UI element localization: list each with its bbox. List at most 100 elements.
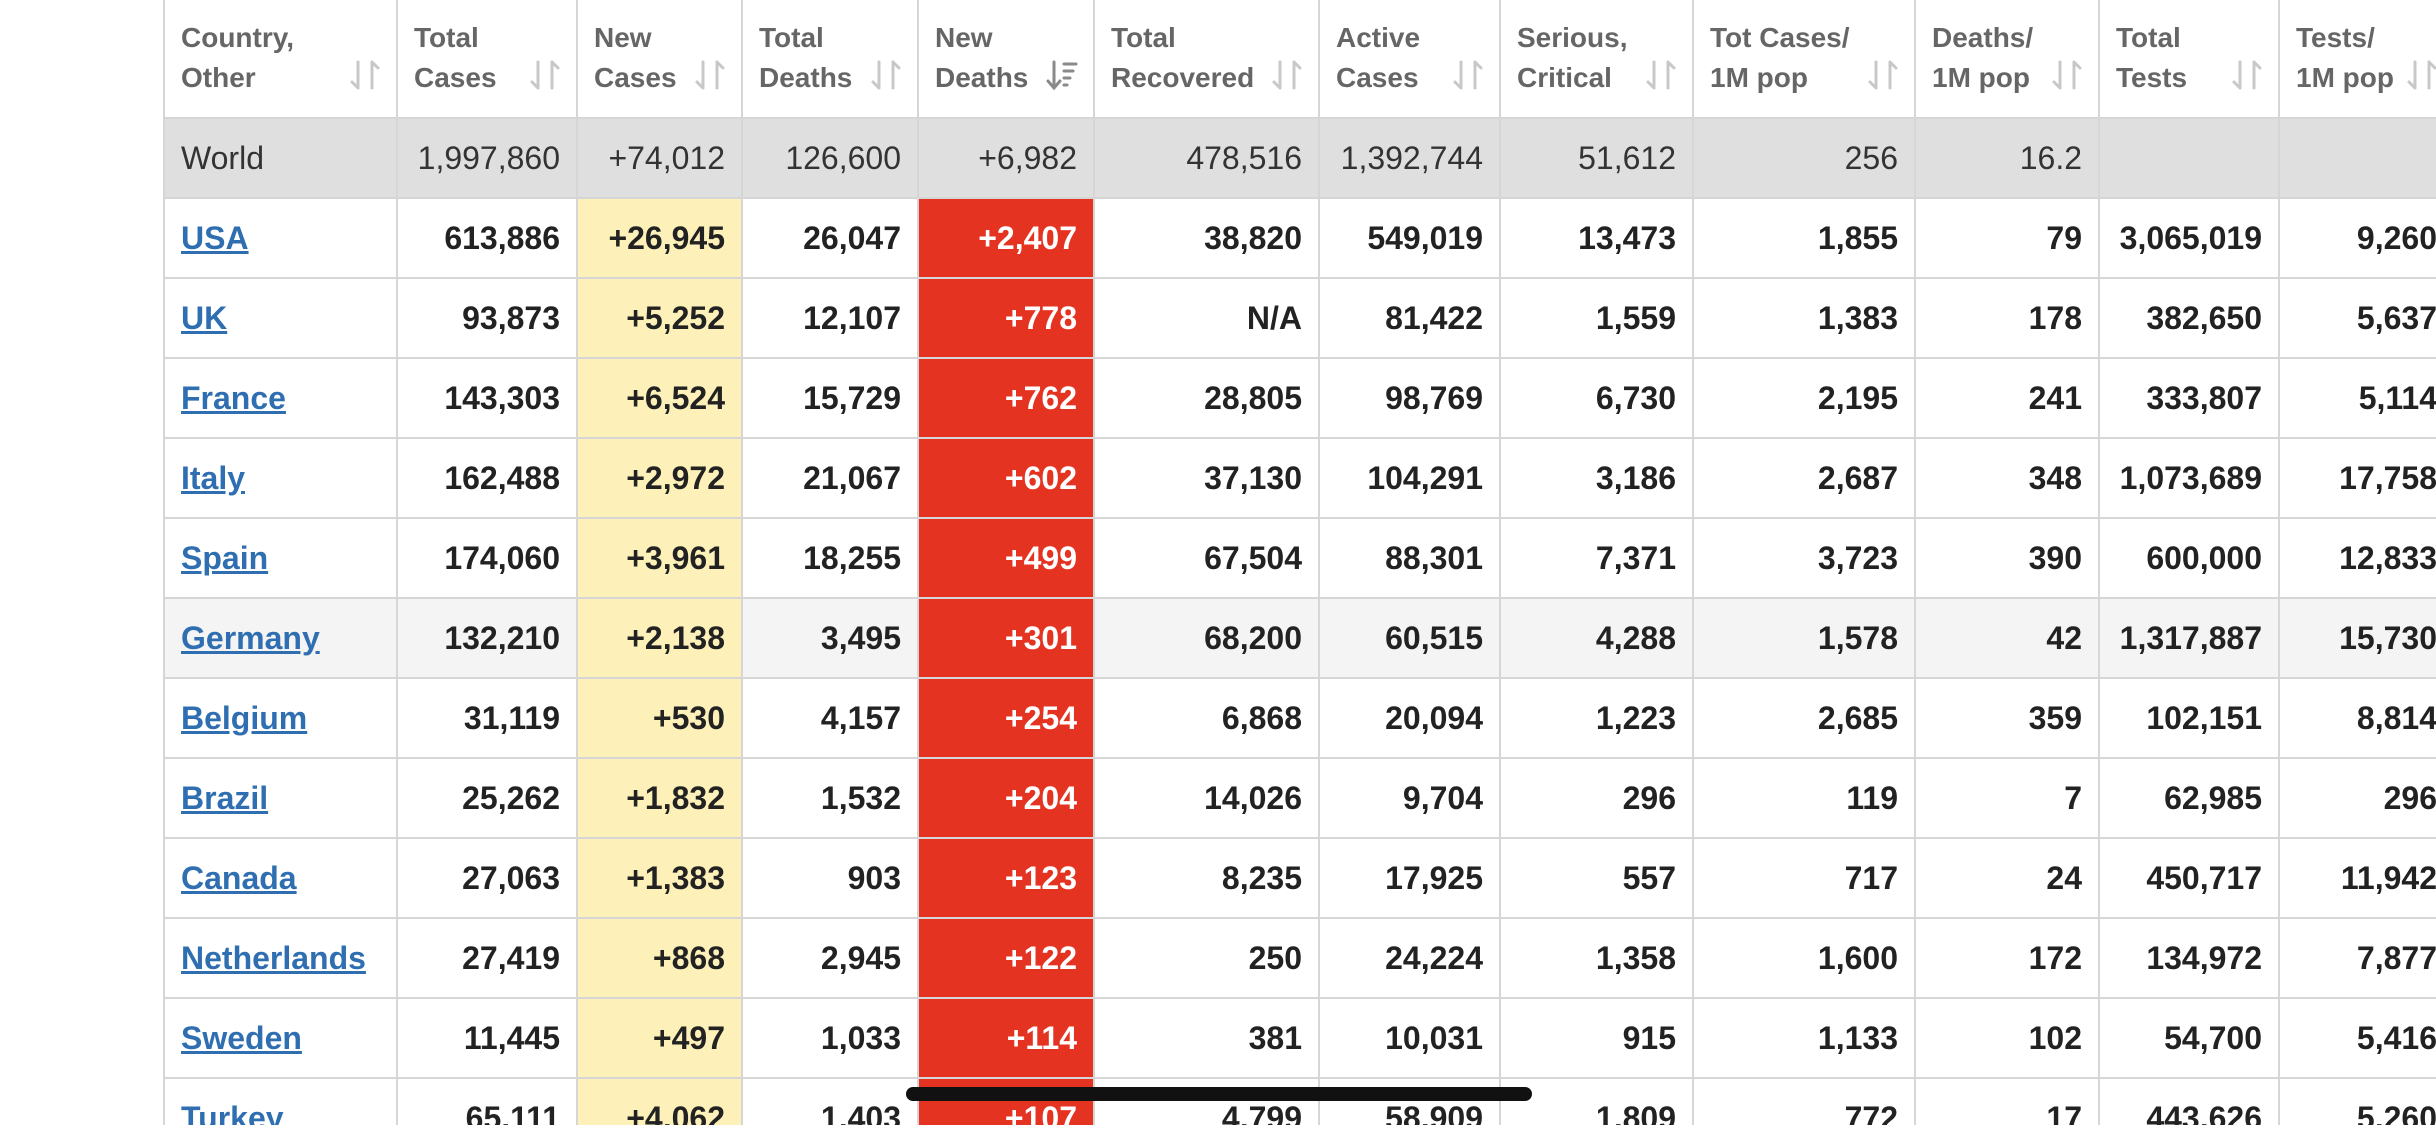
country-link[interactable]: UK (181, 299, 228, 336)
country-cell: Brazil (163, 757, 398, 839)
serious-critical-cell: 1,809 (1499, 1077, 1694, 1125)
column-header-label: Active Cases (1336, 22, 1421, 93)
sort-both-icon[interactable] (348, 58, 382, 92)
new-cases-cell: +4,062 (576, 1077, 743, 1125)
sort-both-icon[interactable] (2230, 58, 2264, 92)
sort-both-icon[interactable] (1644, 58, 1678, 92)
world-total-tests-cell (2098, 117, 2280, 199)
total-recovered-cell: 6,868 (1093, 677, 1320, 759)
serious-critical-cell: 557 (1499, 837, 1694, 919)
new-deaths-cell: +204 (917, 757, 1095, 839)
country-cell: France (163, 357, 398, 439)
country-link[interactable]: Spain (181, 539, 269, 576)
column-header-tot-cases-1m[interactable]: Tot Cases/ 1M pop (1692, 0, 1916, 119)
sort-both-icon[interactable] (869, 58, 903, 92)
country-link[interactable]: Belgium (181, 699, 308, 736)
deaths-1m-cell: 359 (1914, 677, 2100, 759)
new-deaths-cell: +122 (917, 917, 1095, 999)
tests-1m-cell: 7,877 (2278, 917, 2436, 999)
column-header-label: New Deaths (935, 22, 1029, 93)
column-header-label: Total Cases (414, 22, 497, 93)
tests-1m-cell: 5,114 (2278, 357, 2436, 439)
column-header-label: New Cases (594, 22, 677, 93)
new-cases-cell: +1,383 (576, 837, 743, 919)
country-cell: Turkey (163, 1077, 398, 1125)
column-header-total-recovered[interactable]: Total Recovered (1093, 0, 1320, 119)
total-recovered-cell: 250 (1093, 917, 1320, 999)
new-deaths-cell: +107 (917, 1077, 1095, 1125)
country-link[interactable]: Canada (181, 859, 297, 896)
active-cases-cell: 58,909 (1318, 1077, 1501, 1125)
country-link[interactable]: Turkey (181, 1099, 284, 1125)
serious-critical-cell: 6,730 (1499, 357, 1694, 439)
total-deaths-cell: 26,047 (741, 197, 919, 279)
new-deaths-cell: +762 (917, 357, 1095, 439)
tot-cases-1m-cell: 2,687 (1692, 437, 1916, 519)
sort-both-icon[interactable] (528, 58, 562, 92)
stats-table-container[interactable]: Country, Other Total Cases New Cases Total … (163, 0, 2436, 1125)
column-header-deaths-1m[interactable]: Deaths/ 1M pop (1914, 0, 2100, 119)
total-deaths-cell: 2,945 (741, 917, 919, 999)
total-deaths-cell: 1,033 (741, 997, 919, 1079)
new-deaths-cell: +301 (917, 597, 1095, 679)
table-row: Germany 132,210 +2,138 3,495 +301 68,200 60,51… (163, 597, 2436, 679)
total-deaths-cell: 12,107 (741, 277, 919, 359)
table-row: France 143,303 +6,524 15,729 +762 28,805 98,76… (163, 357, 2436, 439)
total-deaths-cell: 21,067 (741, 437, 919, 519)
home-indicator[interactable] (906, 1087, 1532, 1101)
total-deaths-cell: 4,157 (741, 677, 919, 759)
total-cases-cell: 27,419 (396, 917, 578, 999)
sort-both-icon[interactable] (1866, 58, 1900, 92)
country-link[interactable]: Germany (181, 619, 320, 656)
country-link[interactable]: Sweden (181, 1019, 302, 1056)
total-tests-cell: 102,151 (2098, 677, 2280, 759)
total-cases-cell: 31,119 (396, 677, 578, 759)
country-link[interactable]: France (181, 379, 286, 416)
deaths-1m-cell: 348 (1914, 437, 2100, 519)
total-recovered-cell: 14,026 (1093, 757, 1320, 839)
total-recovered-cell: 67,504 (1093, 517, 1320, 599)
tot-cases-1m-cell: 1,578 (1692, 597, 1916, 679)
total-cases-cell: 27,063 (396, 837, 578, 919)
country-link[interactable]: Italy (181, 459, 246, 496)
new-cases-cell: +26,945 (576, 197, 743, 279)
sort-both-icon[interactable] (1451, 58, 1485, 92)
column-header-country[interactable]: Country, Other (163, 0, 398, 119)
sort-desc-icon[interactable] (1045, 58, 1079, 92)
new-cases-cell: +5,252 (576, 277, 743, 359)
column-header-tests-1m[interactable]: Tests/ 1M pop (2278, 0, 2436, 119)
total-cases-cell: 162,488 (396, 437, 578, 519)
active-cases-cell: 17,925 (1318, 837, 1501, 919)
total-recovered-cell: 28,805 (1093, 357, 1320, 439)
total-deaths-cell: 3,495 (741, 597, 919, 679)
active-cases-cell: 60,515 (1318, 597, 1501, 679)
total-recovered-cell: N/A (1093, 277, 1320, 359)
sort-both-icon[interactable] (1270, 58, 1304, 92)
new-cases-cell: +6,524 (576, 357, 743, 439)
column-header-total-tests[interactable]: Total Tests (2098, 0, 2280, 119)
tot-cases-1m-cell: 2,685 (1692, 677, 1916, 759)
world-total-deaths-cell: 126,600 (741, 117, 919, 199)
country-link[interactable]: Brazil (181, 779, 269, 816)
new-deaths-cell: +123 (917, 837, 1095, 919)
tot-cases-1m-cell: 1,383 (1692, 277, 1916, 359)
column-header-total-cases[interactable]: Total Cases (396, 0, 578, 119)
world-active-cases-cell: 1,392,744 (1318, 117, 1501, 199)
serious-critical-cell: 1,223 (1499, 677, 1694, 759)
serious-critical-cell: 296 (1499, 757, 1694, 839)
table-row: Turkey 65,111 +4,062 1,403 +107 4,799 58,909 1,… (163, 1077, 2436, 1125)
tests-1m-cell: 17,758 (2278, 437, 2436, 519)
table-body: World 1,997,860 +74,012 126,600 +6,982 478,51… (163, 117, 2436, 1125)
sort-both-icon[interactable] (2405, 58, 2436, 92)
column-header-serious-critical[interactable]: Serious, Critical (1499, 0, 1694, 119)
country-link[interactable]: USA (181, 219, 249, 256)
column-header-active-cases[interactable]: Active Cases (1318, 0, 1501, 119)
column-header-new-deaths[interactable]: New Deaths (917, 0, 1095, 119)
sort-both-icon[interactable] (693, 58, 727, 92)
column-header-total-deaths[interactable]: Total Deaths (741, 0, 919, 119)
table-row: Sweden 11,445 +497 1,033 +114 381 10,031 915 1,1… (163, 997, 2436, 1079)
country-link[interactable]: Netherlands (181, 939, 366, 976)
world-new-cases-cell: +74,012 (576, 117, 743, 199)
sort-both-icon[interactable] (2050, 58, 2084, 92)
column-header-new-cases[interactable]: New Cases (576, 0, 743, 119)
